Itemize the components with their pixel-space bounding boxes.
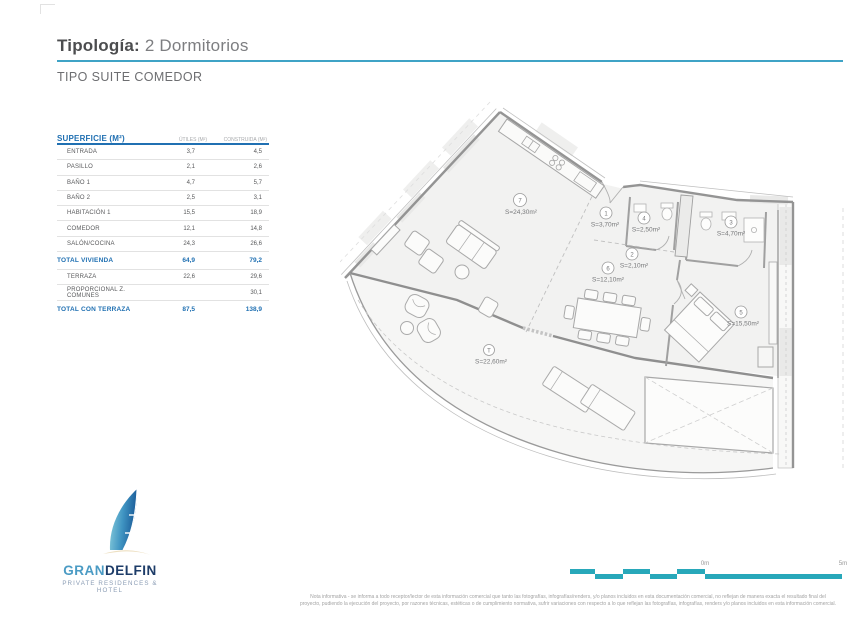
room-label-bano1: 3 S=4,70m²: [717, 215, 746, 238]
brand-tagline: PRIVATE RESIDENCES & HOTEL: [62, 580, 158, 594]
right-gallery-strip: [777, 201, 794, 469]
bedroom-furniture: [663, 261, 778, 368]
table-row: COMEDOR 12,1 14,8: [57, 221, 269, 237]
doors: [601, 180, 753, 305]
table-row: SALÓN/COCINA 24,3 26,6: [57, 237, 269, 253]
page-title-regular: 2 Dormitorios: [144, 36, 249, 55]
living-sofa: [370, 220, 500, 280]
svg-text:S=24,30m²: S=24,30m²: [505, 209, 538, 216]
room-label-pasillo: 2 S=2,10m²: [620, 247, 649, 270]
dining-table: [563, 288, 651, 347]
table-row: PROPORCIONAL Z. COMUNES 30,1: [57, 285, 269, 301]
svg-text:1: 1: [604, 211, 608, 217]
svg-text:S=3,70m²: S=3,70m²: [591, 222, 620, 229]
svg-text:S=2,10m²: S=2,10m²: [620, 263, 649, 270]
kitchen-counter: [497, 118, 605, 199]
surface-table: SUPERFICIE (M²) ÚTILES (M²) CONSTRUIDA (…: [57, 128, 269, 318]
legal-note: Nota informativa - se informa a todo rec…: [288, 594, 848, 607]
brand-name-delfin: DELFIN: [105, 563, 157, 578]
scale-five-label: 5m: [839, 560, 848, 567]
svg-text:S=22,60m²: S=22,60m²: [475, 359, 508, 366]
table-row: PASILLO 2,1 2,6: [57, 160, 269, 176]
room-label-terraza: T S=22,60m²: [475, 344, 508, 366]
col-header-utiles: ÚTILES (M²): [178, 137, 207, 143]
svg-text:5: 5: [739, 310, 743, 316]
scale-bar-segments: [570, 569, 842, 579]
svg-text:4: 4: [642, 216, 646, 222]
table-row: ENTRADA 3,7 4,5: [57, 145, 269, 161]
void-terrace-square: [644, 376, 774, 454]
scale-zero-label: 0m: [701, 560, 710, 567]
brand-name-gran: GRAN: [63, 563, 105, 578]
svg-text:S=4,70m²: S=4,70m²: [717, 231, 746, 238]
legal-line-2: proyecto, pudiendo la ejecución del proy…: [299, 600, 837, 607]
table-title: SUPERFICIE (M²): [57, 134, 125, 143]
legal-line-1: Nota informativa - se informa a todo rec…: [310, 594, 826, 600]
exterior-wall-outer-line: [341, 107, 794, 275]
table-row: TERRAZA 22,6 29,6: [57, 270, 269, 286]
neighbour-walls: [358, 118, 578, 246]
title-underline: [57, 60, 843, 62]
page-title-bold: Tipología:: [57, 36, 140, 55]
room-label-bano2: 4 S=2,50m²: [632, 211, 661, 234]
floor-plan: 7 S=24,30m² 1 S=3,70m² 4 S=2,50m² 3 S=4,…: [340, 101, 844, 480]
svg-text:2: 2: [630, 252, 634, 258]
svg-text:S=15,50m²: S=15,50m²: [727, 321, 760, 328]
table-row: BAÑO 1 4,7 5,7: [57, 176, 269, 191]
col-header-construida: CONSTRUIDA (M²): [223, 137, 267, 143]
table-row: BAÑO 2 2,5 3,1: [57, 191, 269, 207]
exterior-walls: [344, 111, 795, 468]
table-row: HABITACIÓN 1 15,5 18,9: [57, 206, 269, 222]
page-subtitle: TIPO SUITE COMEDOR: [57, 70, 203, 84]
table-row-total-terraza: TOTAL CON TERRAZA 87,5 138,9: [57, 305, 262, 313]
terrace-outline: [346, 272, 781, 480]
room-label-comedor: 6 S=12,10m²: [592, 261, 625, 284]
room-label-entrada: 1 S=3,70m²: [591, 206, 620, 229]
terrace-furniture: [400, 293, 636, 431]
table-row-total-vivienda: TOTAL VIVIENDA 64,9 79,2: [57, 252, 269, 271]
surface-table-header: SUPERFICIE (M²) ÚTILES (M²) CONSTRUIDA (…: [57, 128, 269, 145]
room-label-salon: 7 S=24,30m²: [505, 193, 538, 216]
scale-bar: 0m 5m: [570, 560, 848, 579]
svg-text:S=12,10m²: S=12,10m²: [592, 277, 625, 284]
svg-text:3: 3: [729, 220, 733, 226]
svg-text:S=2,50m²: S=2,50m²: [632, 227, 661, 234]
brand-name: GRANDELFIN: [50, 563, 170, 578]
sail-logo-icon: [103, 488, 151, 555]
room-label-habitacion: 5 S=15,50m²: [727, 305, 760, 328]
crop-mark: [40, 4, 55, 14]
svg-text:T: T: [487, 348, 491, 354]
room-labels: 7 S=24,30m² 1 S=3,70m² 4 S=2,50m² 3 S=4,…: [475, 193, 760, 366]
brand-logo: GRANDELFIN PRIVATE RESIDENCES & HOTEL: [50, 488, 170, 594]
svg-text:6: 6: [606, 266, 610, 272]
svg-text:7: 7: [518, 198, 522, 204]
terrace-facade: [349, 271, 774, 380]
page-title: Tipología: 2 Dormitorios: [57, 36, 249, 56]
shaft-column: [674, 194, 694, 258]
